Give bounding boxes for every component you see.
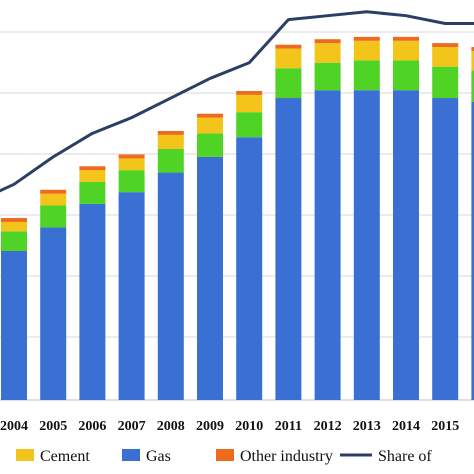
bar-segment-series-1: [197, 133, 223, 157]
bar-segment-series-1: [275, 68, 302, 99]
legend-label: Cement: [40, 448, 90, 465]
bar-segment-other-industry: [79, 166, 106, 171]
bar-segment-gas: [40, 227, 67, 400]
bar-segment-series-1: [393, 60, 419, 91]
bar-segment-cement: [353, 40, 380, 61]
legend-swatch: [122, 449, 140, 461]
legend-label: Share of: [378, 448, 432, 465]
x-axis-ticks: 2004 2005 2006 2007 2008 2009 2010 2011 2012 2013…: [0, 419, 459, 434]
bar-segment-series-1: [314, 62, 341, 91]
bar-segment-cement: [40, 193, 67, 206]
bar-segment-gas: [236, 137, 263, 401]
bar-segment-cement: [275, 48, 302, 69]
x-tick-label: 2014: [392, 419, 420, 434]
x-tick-label: 2006: [78, 419, 106, 434]
x-tick-label: 2007: [118, 419, 146, 434]
bar-segment-other-industry: [432, 43, 459, 48]
bar-segment-series-1: [432, 66, 459, 99]
bar-segment-cement: [157, 134, 184, 150]
bar-segment-series-1: [353, 60, 380, 91]
legend-swatch: [216, 449, 234, 461]
bar-segment-gas: [79, 203, 106, 400]
legend-label: Other industry: [240, 448, 333, 465]
bar-segment-series-1: [157, 149, 184, 173]
bar-segment-gas: [1, 250, 27, 400]
bar-segment-gas: [118, 192, 145, 400]
bar-segment-cement: [197, 117, 223, 134]
x-tick-label: 2010: [235, 419, 263, 434]
bar-segment-gas: [157, 172, 184, 400]
bar-segment-gas: [197, 156, 223, 400]
bar-segment-cement: [471, 50, 474, 71]
bar-segment-other-industry: [197, 113, 223, 118]
bar-segment-other-industry: [471, 47, 474, 51]
bar-segment-other-industry: [157, 130, 184, 135]
bar-segment-gas: [393, 90, 419, 400]
bar-segment-other-industry: [353, 36, 380, 41]
bar-segment-gas: [432, 98, 459, 400]
bars: [1, 36, 474, 401]
legend-label: Gas: [146, 448, 171, 465]
bar-segment-gas: [314, 90, 341, 400]
x-tick-label: 2008: [157, 419, 185, 434]
share-line: [0, 10, 474, 193]
bar-segment-series-1: [471, 70, 474, 102]
bar-segment-gas: [471, 101, 474, 400]
bar-segment-cement: [118, 158, 145, 171]
bar-segment-cement: [432, 47, 459, 67]
x-tick-label: 2011: [275, 419, 302, 434]
bar-segment-gas: [353, 90, 380, 400]
bar-segment-series-1: [1, 231, 27, 251]
bar-segment-cement: [393, 40, 419, 61]
x-tick-label: 2004: [0, 419, 28, 434]
x-tick-label: 2012: [314, 419, 342, 434]
x-tick-label: 2005: [39, 419, 67, 434]
bar-segment-series-1: [40, 205, 67, 228]
bar-segment-other-industry: [1, 218, 27, 222]
x-tick-label: 2009: [196, 419, 224, 434]
bar-segment-other-industry: [393, 36, 419, 41]
legend: Cement Gas Other industry Share of: [16, 448, 432, 465]
bar-segment-cement: [1, 221, 27, 232]
bar-segment-cement: [79, 170, 106, 182]
bar-segment-other-industry: [236, 90, 263, 95]
bar-segment-series-1: [118, 170, 145, 193]
bar-segment-series-1: [236, 112, 263, 138]
bar-segment-gas: [275, 98, 302, 400]
legend-swatch: [16, 449, 34, 461]
bar-segment-other-industry: [118, 154, 145, 159]
bar-segment-cement: [314, 43, 341, 63]
bar-segment-other-industry: [275, 44, 302, 49]
bar-segment-other-industry: [314, 39, 341, 44]
x-tick-label: 2015: [431, 419, 459, 434]
bar-segment-series-1: [79, 181, 106, 204]
bar-segment-cement: [236, 94, 263, 113]
x-tick-label: 2013: [353, 419, 381, 434]
bar-segment-other-industry: [40, 189, 67, 194]
share-line-path: [0, 10, 474, 193]
